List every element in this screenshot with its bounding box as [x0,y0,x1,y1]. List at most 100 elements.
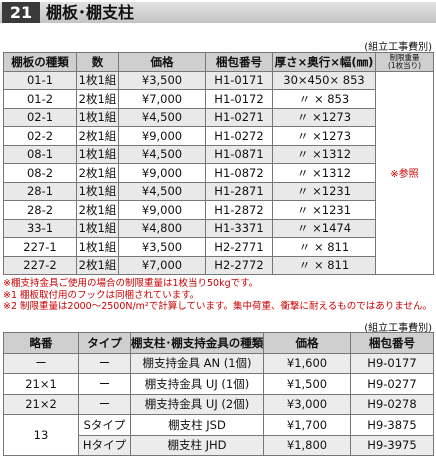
cell: Sタイプ [78,414,131,436]
row: 01-2 2枚1組 ¥7,000 H1-0172 〃 × 853 [3,89,434,109]
cell: H1-2871 [205,181,273,201]
header-cell: 制限重量 (1枚当り) [375,52,434,72]
cell: ー [78,352,131,374]
header-cell: 略番 [3,332,79,354]
row: 28-2 2枚1組 ¥9,000 H1-2872 〃 ×1231 [3,200,434,220]
notes: ※棚支持金具ご使用の場合の制限重量は1枚当り50kgです。 ※1 棚板取付用のフッ… [3,278,432,313]
header-line: 制限重量 [389,52,420,62]
cell: 33-1 [3,218,77,238]
cell: 〃 ×1231 [272,200,376,220]
cell: 227-1 [3,237,77,257]
cell: 1枚1組 [76,144,119,164]
row: 02-2 2枚1組 ¥9,000 H1-0272 〃 ×1273 [3,126,434,146]
cell: 2枚1組 [76,126,119,146]
cell: 棚支持金具 UJ (2個) [130,393,264,415]
cell: ¥1,600 [263,352,351,374]
cell: 棚支柱 JHD [130,434,264,456]
cell: 08-2 [3,163,77,183]
row: 08-1 1枚1組 ¥4,500 H1-0871 〃 ×1312 [3,144,434,164]
cell: ¥9,000 [118,126,206,146]
cell: 2枚1組 [76,163,119,183]
header-cell: 棚板の種類 [3,52,77,72]
cell: H9-3875 [350,414,434,436]
row: 28-1 1枚1組 ¥4,500 H1-2871 〃 ×1231 [3,181,434,201]
cell: 〃 × 811 [272,237,376,257]
row: 227-1 1枚1組 ¥3,500 H2-2771 〃 × 811 [3,237,434,257]
cell: 08-1 [3,144,77,164]
row: 01-1 1枚1組 ¥3,500 H1-0171 30×450× 853 ※参照 [3,70,434,275]
cell: H1-3371 [205,218,273,238]
header-cell: 棚支柱･棚支持金具の種類 [130,332,264,354]
header-cell: 価格 [118,52,206,72]
row: 21×1 ー棚支持金具 UJ (1個) ¥1,500 H9-0277 [3,373,434,395]
row: 08-2 2枚1組 ¥9,000 H1-0872 〃 ×1312 [3,163,434,183]
cell: 棚支持金具 UJ (1個) [130,373,264,395]
cell: ¥1,500 [263,373,351,395]
cell: H1-0272 [205,126,273,146]
cell: H9-0278 [350,393,434,415]
header-line: (1枚当り) [387,60,422,70]
cell: 〃 ×1474 [272,218,376,238]
cell: ¥3,000 [263,393,351,415]
cell: Hタイプ [78,434,131,456]
cell: 棚支持金具 AN (1個) [130,352,264,374]
cell: H1-0171 [205,70,273,90]
cost-note: (組立工事費別) [364,323,432,334]
note-line: ※1 棚板取付用のフックは同梱されています。 [3,289,200,301]
header-cell: 梱包番号 [350,332,434,354]
cell: H1-0872 [205,163,273,183]
cell: 〃 ×1273 [272,107,376,127]
header-cell: 梱包番号 [205,52,273,72]
cell: 〃 ×1312 [272,144,376,164]
cell: 1枚1組 [76,181,119,201]
cell: 227-2 [3,255,77,275]
cell: ー [3,352,79,374]
cell: ¥1,700 [263,414,351,436]
cell: 〃 ×1231 [272,181,376,201]
row: 02-1 1枚1組 ¥4,500 H1-0271 〃 ×1273 [3,107,434,127]
cell: ¥9,000 [118,200,206,220]
cell: 02-1 [3,107,77,127]
cell: 〃 × 853 [272,89,376,109]
row: ーー棚支持金具 AN (1個) ¥1,600 H9-0177 [3,352,434,374]
cell: ¥4,500 [118,181,206,201]
cell: 02-2 [3,126,77,146]
cell: ¥3,500 [118,70,206,90]
cell: H9-3975 [350,434,434,456]
cell: ¥7,000 [118,89,206,109]
header-cell: 厚さ×奥行×幅(㎜) [272,52,376,72]
cell: 13 [3,414,79,456]
header-row: 略番 タイプ 棚支柱･棚支持金具の種類 価格 梱包番号 [3,332,434,354]
header-cell: タイプ [78,332,131,354]
header-cell: 数 [76,52,119,72]
cell: 〃 ×1312 [272,163,376,183]
cell: H2-2772 [205,255,273,275]
cell: 28-2 [3,200,77,220]
cell: ¥9,000 [118,163,206,183]
cell: 30×450× 853 [272,70,376,90]
cell: 1枚1組 [76,237,119,257]
cell: H1-0172 [205,89,273,109]
cell: ー [78,393,131,415]
row: 21×2 ー棚支持金具 UJ (2個) ¥3,000 H9-0278 [3,393,434,415]
cell: H9-0177 [350,352,434,374]
cell: ¥4,500 [118,144,206,164]
header-cell: 価格 [263,332,351,354]
cell: 1枚1組 [76,70,119,90]
merged-cell: ※参照 [375,70,434,275]
cell: H9-0277 [350,373,434,395]
cell: 28-1 [3,181,77,201]
support-table: 略番 タイプ 棚支柱･棚支持金具の種類 価格 梱包番号ーー棚支持金具 AN (1個) ¥1… [3,332,434,456]
cell: H1-0271 [205,107,273,127]
cell: H1-2872 [205,200,273,220]
cell: H2-2771 [205,237,273,257]
cell: ¥4,800 [118,218,206,238]
cell: ¥1,800 [263,434,351,456]
row: 227-2 2枚1組 ¥7,000 H2-2772 〃 × 811 [3,255,434,275]
note-line: ※棚支持金具ご使用の場合の制限重量は1枚当り50kgです。 [3,278,259,289]
note-line: ※2 制限重量は2000～2500N/m²で計算しています。集中荷重、衝撃に耐え… [3,301,432,312]
cell: 棚支柱 JSD [130,414,264,436]
row: 33-1 1枚1組 ¥4,800 H1-3371 〃 ×1474 [3,218,434,238]
row: 13 Sタイプ 棚支柱 JSD ¥1,700 H9-3875 [3,414,434,456]
